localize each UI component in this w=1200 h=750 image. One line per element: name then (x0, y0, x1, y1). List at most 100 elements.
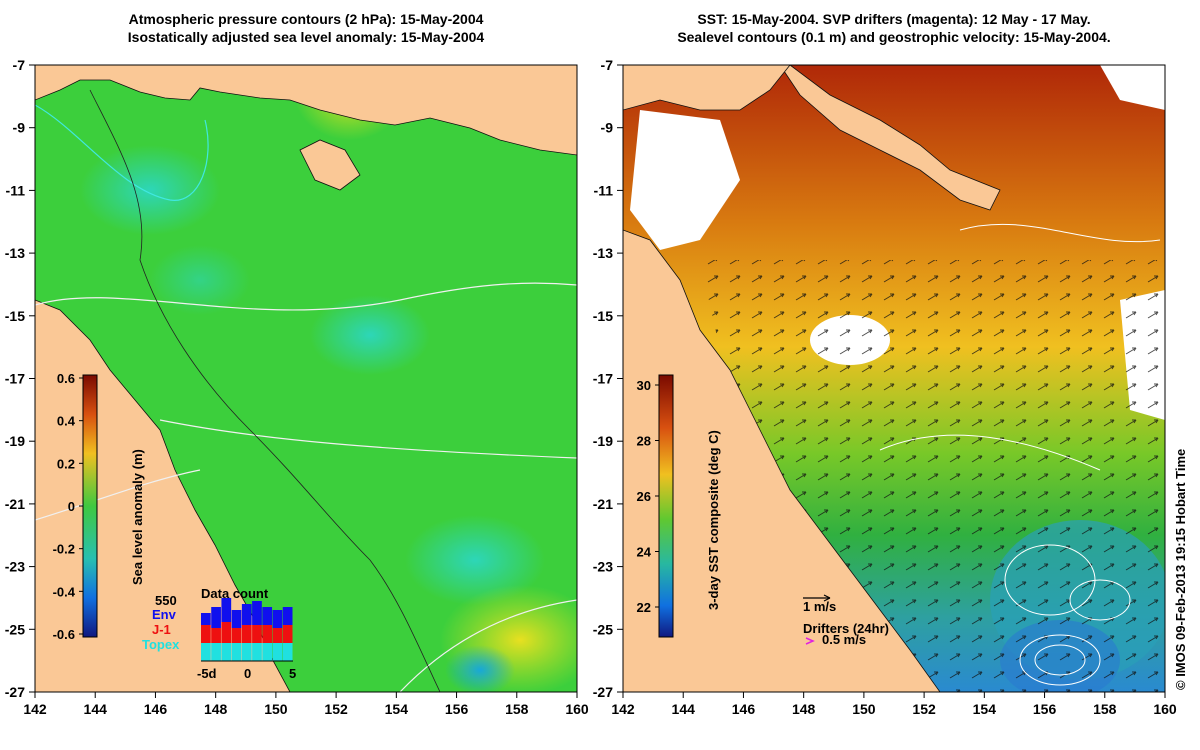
colorbar-tick-label: 26 (637, 489, 651, 504)
x-tick-label: 160 (565, 701, 589, 717)
data-count-bar-topex (211, 643, 221, 661)
x-tick-label: 146 (732, 701, 756, 717)
y-tick-label: -23 (593, 559, 613, 575)
y-tick-label: -7 (601, 57, 614, 73)
left-title-line2: Isostatically adjusted sea level anomaly… (127, 29, 485, 45)
left-map-title: Atmospheric pressure contours (2 hPa): 1… (35, 10, 577, 46)
legend-j1: J-1 (152, 622, 171, 637)
y-tick-label: -13 (593, 245, 613, 261)
data-count-bar-topex (231, 643, 242, 661)
credit-text: © IMOS 09-Feb-2013 19:15 Hobart Time (1173, 448, 1188, 690)
data-count-bar-j1 (231, 628, 242, 643)
colorbar-tick-label: 0.6 (57, 371, 75, 386)
left-land-island (299, 139, 361, 191)
right-land-new-guinea (623, 65, 1001, 211)
data-count-bar-topex (201, 643, 211, 661)
right-cloud-mask (630, 110, 740, 250)
x-tick-label: 158 (505, 701, 529, 717)
right-velocity-arrows (700, 260, 1165, 692)
x-tick-label: 146 (144, 701, 168, 717)
data-count-bar-env (221, 598, 232, 622)
data-count-bar-j1 (241, 625, 252, 643)
x-tick-label: 152 (912, 701, 936, 717)
x-tick-label: 150 (852, 701, 876, 717)
left-land-australia (35, 299, 291, 692)
data-count-bar-j1 (282, 625, 293, 643)
data-count-title: Data count (201, 586, 269, 601)
right-y-axis: -7 -9 -11 -13 -15 -17 -19 -21 -23 -25 -27 (593, 57, 623, 700)
x-tick-label: 150 (264, 701, 288, 717)
data-count-bar-j1 (211, 628, 221, 643)
left-colorbar: 0.6 0.4 0.2 0 -0.2 -0.4 -0.6 Sea level anomaly… (53, 371, 145, 642)
data-count-bar-j1 (201, 625, 211, 643)
x-tick-label: 154 (385, 701, 409, 717)
drifters-label: Drifters (24hr) (803, 621, 889, 636)
y-tick-label: -19 (593, 433, 613, 449)
data-count-bar-env (241, 604, 252, 625)
colorbar-tick-label: 0 (68, 499, 75, 514)
x-tick-label: 156 (1033, 701, 1057, 717)
data-count-bar-env (201, 613, 211, 625)
y-tick-label: -13 (5, 245, 25, 261)
left-x-axis: 142 144 146 148 150 152 154 156 158 160 (23, 692, 589, 717)
legend-env: Env (152, 607, 177, 622)
y-tick-label: -7 (13, 57, 26, 73)
data-count-tick-5: 5 (289, 666, 296, 681)
right-title-line2: Sealevel contours (0.1 m) and geostrophi… (677, 29, 1111, 45)
colorbar-tick-label: 30 (637, 378, 651, 393)
x-tick-label: 152 (324, 701, 348, 717)
data-count-tick-0: 0 (244, 666, 251, 681)
y-tick-label: -11 (6, 182, 26, 198)
drifters-legend: Drifters (24hr) 0.5 m/s (803, 621, 889, 647)
data-count-bar-env (211, 607, 221, 628)
y-tick-label: -25 (5, 621, 25, 637)
colorbar-tick-label: 0.4 (57, 414, 76, 429)
x-tick-label: 144 (84, 701, 108, 717)
data-count-bar-env (282, 607, 293, 625)
y-tick-label: -27 (5, 684, 25, 700)
right-colorbar: 30 28 26 24 22 3-day SST composite (deg C) (637, 374, 721, 638)
y-tick-label: -25 (593, 621, 613, 637)
y-tick-label: -15 (593, 308, 613, 324)
data-count-inset: 550 Data count Env J-1 Topex -5d 0 5 (142, 586, 296, 681)
y-tick-label: -21 (593, 496, 613, 512)
data-count-bar-j1 (272, 628, 283, 643)
y-tick-label: -9 (13, 120, 26, 136)
left-cyan-contour (35, 104, 209, 201)
velocity-scale-label: 1 m/s (803, 599, 836, 614)
data-count-bar-j1 (262, 625, 273, 643)
x-tick-label: 156 (445, 701, 469, 717)
y-tick-label: -11 (594, 182, 614, 198)
data-count-bar-topex (241, 643, 252, 661)
left-pressure-contour-1 (35, 282, 577, 311)
left-y-axis: -7 -9 -11 -13 -15 -17 -19 -21 -23 -25 -27 (5, 57, 35, 700)
x-tick-label: 158 (1093, 701, 1117, 717)
data-count-bar-env (262, 607, 273, 625)
x-tick-label: 144 (672, 701, 696, 717)
right-colorbar-label: 3-day SST composite (deg C) (706, 430, 721, 610)
data-count-bar-env (252, 601, 262, 625)
data-count-bar-j1 (221, 622, 232, 643)
y-tick-label: -15 (5, 308, 25, 324)
data-count-bar-env (231, 610, 242, 628)
colorbar-tick-label: -0.2 (53, 542, 75, 557)
colorbar-tick-label: 22 (637, 600, 651, 615)
drifter-arrow-icon (805, 637, 815, 645)
right-x-axis: 142 144 146 148 150 152 154 156 158 160 (611, 692, 1177, 717)
left-pressure-contour-2 (159, 419, 577, 459)
x-tick-label: 148 (204, 701, 228, 717)
data-count-bar-topex (252, 643, 262, 661)
left-land-new-guinea (35, 65, 577, 156)
data-count-bar-env (272, 610, 283, 628)
data-count-tick-neg5: -5d (197, 666, 217, 681)
y-tick-label: -17 (5, 371, 25, 387)
left-map (35, 65, 577, 692)
right-map-title: SST: 15-May-2004. SVP drifters (magenta)… (623, 10, 1165, 46)
left-colorbar-label: Sea level anomaly (m) (130, 449, 145, 585)
data-count-bar-j1 (252, 625, 262, 643)
drifters-speed: 0.5 m/s (822, 632, 866, 647)
y-tick-label: -21 (5, 496, 25, 512)
y-tick-label: -23 (5, 559, 25, 575)
velocity-scale: 1 m/s (803, 594, 836, 614)
